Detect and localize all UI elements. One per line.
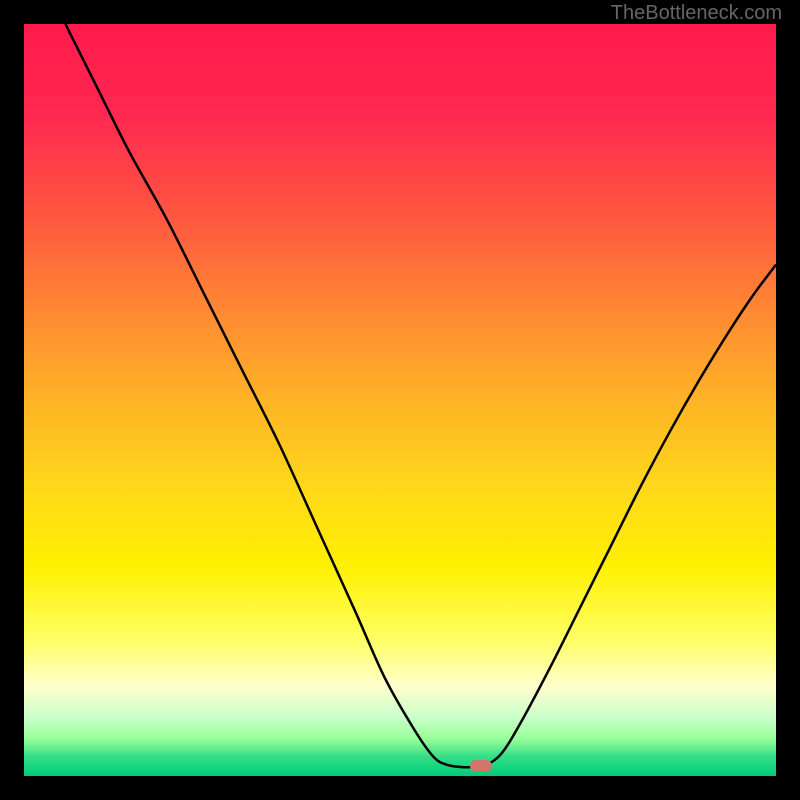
chart-area	[24, 24, 776, 776]
bottleneck-marker	[470, 760, 492, 772]
curve-line	[24, 24, 776, 776]
watermark-text: TheBottleneck.com	[611, 2, 782, 25]
